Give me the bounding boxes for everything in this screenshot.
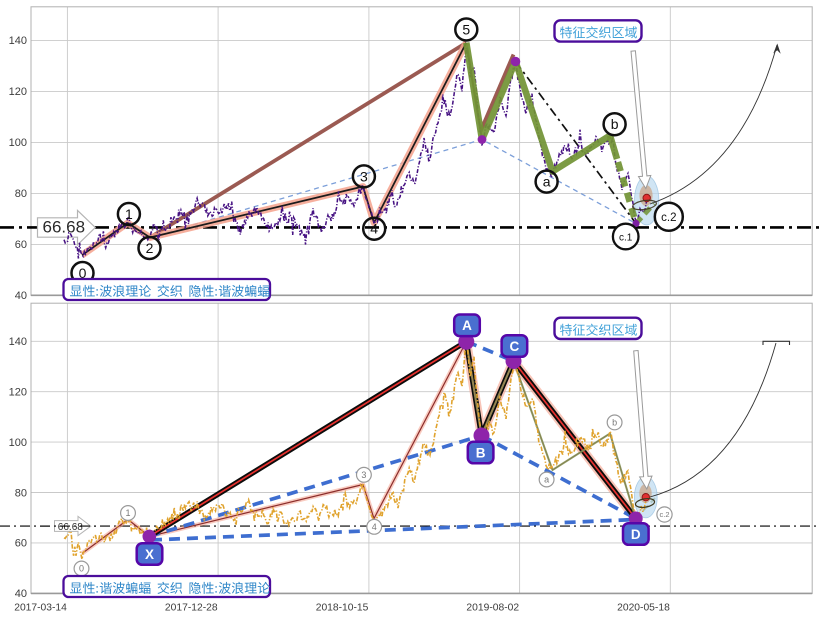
svg-text:c.1: c.1: [619, 232, 633, 243]
svg-text:c.2: c.2: [661, 212, 676, 224]
svg-text:4: 4: [370, 221, 378, 237]
svg-text:D: D: [631, 527, 641, 542]
svg-text:60: 60: [15, 239, 27, 251]
svg-text:2018-10-15: 2018-10-15: [316, 603, 369, 614]
svg-text:2020-05-18: 2020-05-18: [617, 603, 670, 614]
svg-text:b: b: [611, 116, 619, 132]
svg-text:80: 80: [15, 487, 27, 499]
svg-text:140: 140: [9, 35, 27, 47]
svg-text:66.68: 66.68: [58, 522, 83, 533]
svg-text:60: 60: [15, 538, 27, 550]
svg-text:66.68: 66.68: [43, 218, 86, 237]
svg-text:1: 1: [125, 508, 130, 518]
svg-text:5: 5: [462, 22, 470, 38]
svg-text:b: b: [612, 418, 617, 428]
svg-text:2019-08-02: 2019-08-02: [466, 603, 519, 614]
svg-text:3: 3: [361, 470, 366, 480]
svg-text:0: 0: [79, 564, 84, 574]
svg-text:a: a: [543, 174, 551, 190]
svg-text:C: C: [510, 339, 520, 354]
svg-text:4: 4: [372, 522, 377, 532]
svg-text:0: 0: [79, 265, 87, 281]
svg-text:c.2: c.2: [659, 510, 669, 519]
svg-text:B: B: [476, 445, 486, 460]
svg-text:40: 40: [15, 290, 27, 302]
svg-text:2: 2: [146, 240, 154, 256]
svg-text:2017-12-28: 2017-12-28: [165, 603, 218, 614]
svg-text:X: X: [145, 547, 154, 562]
svg-text:100: 100: [9, 437, 27, 449]
svg-text:A: A: [462, 318, 472, 333]
svg-text:2017-03-14: 2017-03-14: [14, 603, 67, 614]
svg-text:140: 140: [9, 336, 27, 348]
svg-text:120: 120: [9, 387, 27, 399]
svg-text:120: 120: [9, 86, 27, 98]
svg-text:1: 1: [125, 206, 133, 222]
svg-text:a: a: [544, 475, 549, 485]
svg-text:80: 80: [15, 188, 27, 200]
svg-text:3: 3: [360, 168, 368, 184]
svg-text:40: 40: [15, 588, 27, 600]
svg-text:100: 100: [9, 137, 27, 149]
